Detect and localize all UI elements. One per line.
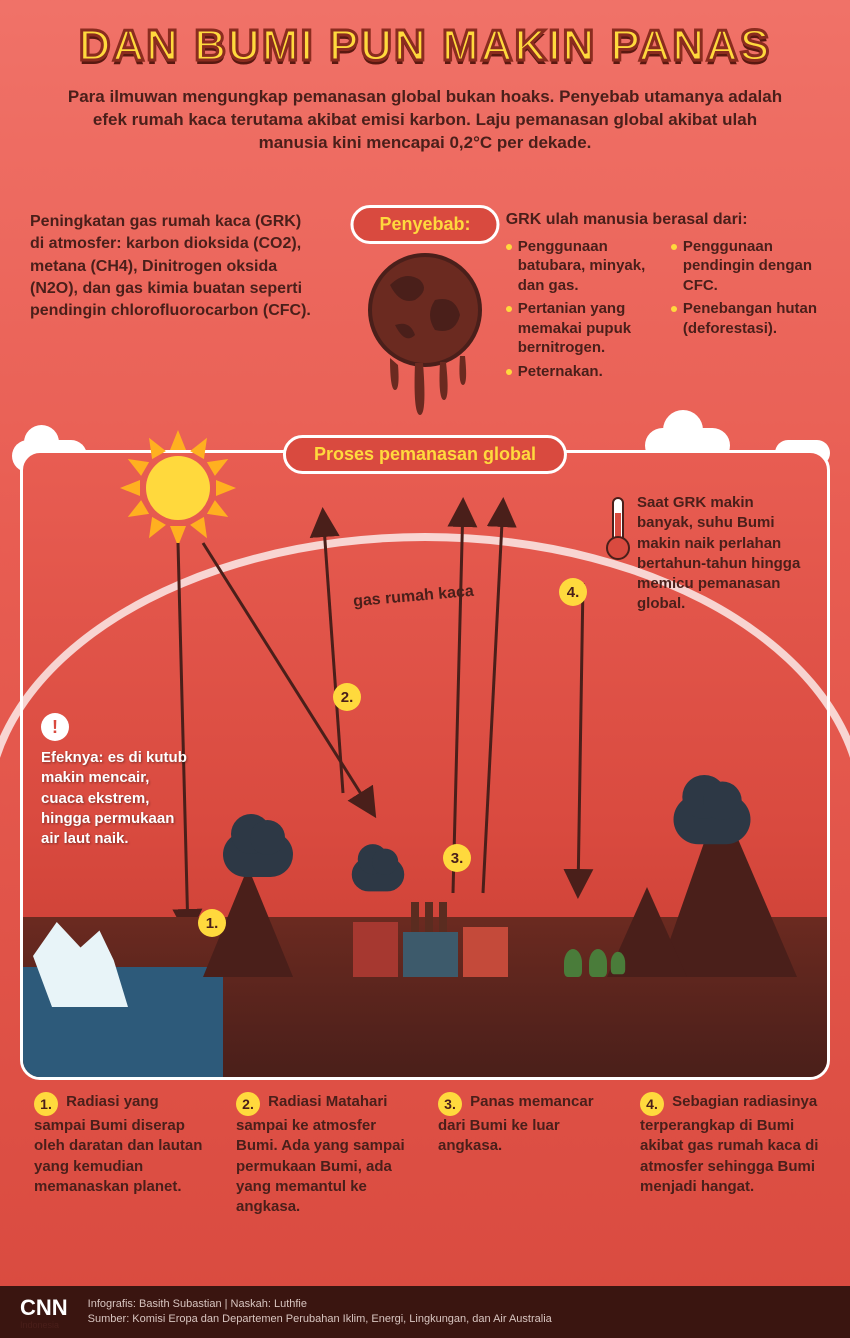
effect-badge: ! [41, 713, 69, 741]
cause-item: Penggunaan batubara, minyak, dan gas. [506, 237, 655, 296]
factory-icon [353, 907, 513, 977]
cause-item: Penebangan hutan (deforestasi). [671, 299, 820, 358]
smoke-cloud-icon [352, 858, 405, 892]
step-2: 2. Radiasi Matahari sampai ke atmosfer B… [232, 1092, 416, 1217]
cause-item: Pertanian yang memakai pupuk bernitrogen… [506, 299, 655, 358]
effect-text: Efeknya: es di kutub makin mencair, cuac… [41, 748, 196, 849]
smoke-cloud-icon [223, 832, 293, 877]
cause-item: Peternakan. [506, 362, 655, 382]
marker-3: 3. [443, 844, 471, 872]
proses-badge: Proses pemanasan global [283, 435, 567, 474]
credit-line-1: Infografis: Basith Subastian | Naskah: L… [88, 1297, 552, 1312]
logo-sub: Indonesia [20, 1321, 68, 1330]
sun-icon [113, 423, 243, 558]
step-num: 1. [34, 1092, 58, 1116]
marker-2: 2. [333, 683, 361, 711]
step-4: 4. Sebagian radiasinya terperangkap di B… [636, 1092, 820, 1217]
process-diagram: Proses pemanasan global gas rumah kaca [20, 450, 830, 1080]
marker-4: 4. [559, 578, 587, 606]
footer: CNN Indonesia Infografis: Basith Subasti… [0, 1286, 850, 1338]
step-num: 2. [236, 1092, 260, 1116]
tree-icon [589, 949, 607, 977]
logo: CNN Indonesia [20, 1295, 68, 1330]
cause-item: Penggunaan pendingin dengan CFC. [671, 237, 820, 296]
smoke-cloud-icon [674, 795, 751, 845]
credits: Infografis: Basith Subastian | Naskah: L… [88, 1297, 552, 1328]
step-num: 3. [438, 1092, 462, 1116]
tree-icon [611, 952, 625, 974]
step-text: Radiasi yang sampai Bumi diserap oleh da… [34, 1093, 202, 1195]
steps-row: 1. Radiasi yang sampai Bumi diserap oleh… [30, 1092, 820, 1217]
grk-text: Saat GRK makin banyak, suhu Bumi makin n… [637, 493, 812, 615]
step-text: Radiasi Matahari sampai ke atmosfer Bumi… [236, 1093, 405, 1215]
marker-1: 1. [198, 909, 226, 937]
thermometer-icon [604, 493, 632, 568]
step-num: 4. [640, 1092, 664, 1116]
step-3: 3. Panas memancar dari Bumi ke luar angk… [434, 1092, 618, 1217]
logo-text: CNN [20, 1295, 68, 1320]
melting-earth-icon [360, 250, 490, 430]
cause-right: GRK ulah manusia berasal dari: Penggunaa… [506, 211, 820, 382]
credit-line-2: Sumber: Komisi Eropa dan Departemen Peru… [88, 1312, 552, 1327]
tree-icon [564, 949, 582, 977]
cause-left-text: Peningkatan gas rumah kaca (GRK) di atmo… [30, 211, 316, 382]
cause-list: Penggunaan batubara, minyak, dan gas. Pe… [506, 237, 820, 382]
intro-text: Para ilmuwan mengungkap pemanasan global… [0, 78, 850, 171]
step-1: 1. Radiasi yang sampai Bumi diserap oleh… [30, 1092, 214, 1217]
main-title: DAN BUMI PUN MAKIN PANAS [0, 0, 850, 78]
penyebab-badge: Penyebab: [350, 205, 499, 244]
step-text: Sebagian radiasinya terperangkap di Bumi… [640, 1093, 818, 1195]
cause-right-title: GRK ulah manusia berasal dari: [506, 211, 820, 229]
